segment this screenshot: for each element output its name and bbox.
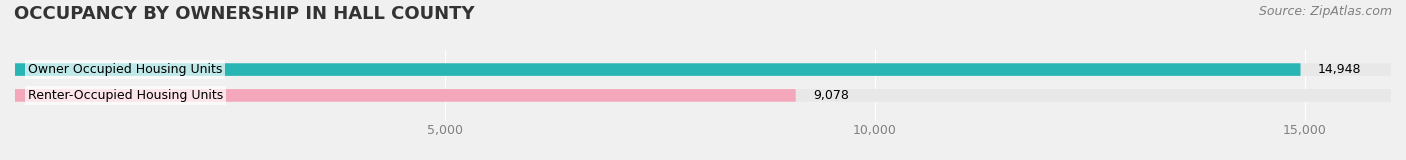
Text: Source: ZipAtlas.com: Source: ZipAtlas.com	[1258, 5, 1392, 18]
FancyBboxPatch shape	[15, 89, 796, 102]
FancyBboxPatch shape	[15, 63, 1391, 76]
Text: Owner Occupied Housing Units: Owner Occupied Housing Units	[28, 63, 222, 76]
FancyBboxPatch shape	[15, 63, 1301, 76]
FancyBboxPatch shape	[15, 89, 1391, 102]
Text: 9,078: 9,078	[813, 89, 849, 102]
Text: 14,948: 14,948	[1317, 63, 1361, 76]
Text: Renter-Occupied Housing Units: Renter-Occupied Housing Units	[28, 89, 224, 102]
Text: OCCUPANCY BY OWNERSHIP IN HALL COUNTY: OCCUPANCY BY OWNERSHIP IN HALL COUNTY	[14, 5, 475, 23]
